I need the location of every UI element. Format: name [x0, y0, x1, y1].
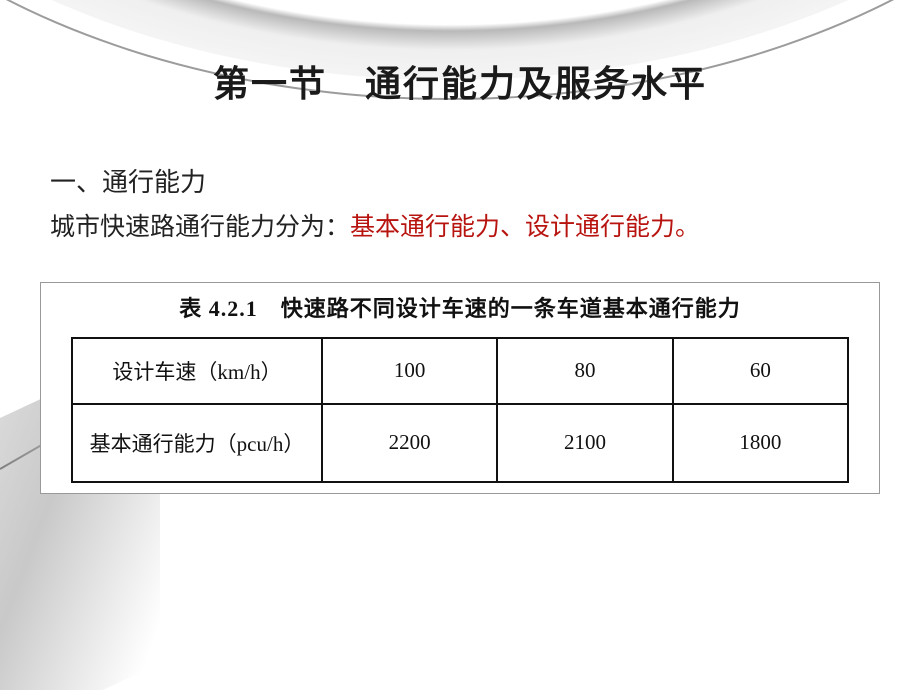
table-row: 设计车速（km/h） 100 80 60: [72, 338, 848, 404]
slide-content: 第一节 通行能力及服务水平 一、通行能力 城市快速路通行能力分为：基本通行能力、…: [0, 0, 920, 494]
cell-cap-100: 2200: [322, 404, 497, 482]
cell-cap-60: 1800: [673, 404, 848, 482]
cell-speed-60: 60: [673, 338, 848, 404]
slide-title: 第一节 通行能力及服务水平: [40, 55, 880, 107]
cell-header-speed: 设计车速（km/h）: [72, 338, 322, 404]
table-row: 基本通行能力（pcu/h） 2200 2100 1800: [72, 404, 848, 482]
table-caption: 表 4.2.1 快速路不同设计车速的一条车道基本通行能力: [71, 291, 849, 323]
para-highlight: 基本通行能力、设计通行能力。: [350, 213, 700, 241]
para-text: 城市快速路通行能力分为：: [50, 213, 350, 241]
cell-header-capacity: 基本通行能力（pcu/h）: [72, 404, 322, 482]
cell-speed-100: 100: [322, 338, 497, 404]
cell-speed-80: 80: [497, 338, 672, 404]
cell-cap-80: 2100: [497, 404, 672, 482]
section-heading: 一、通行能力: [50, 162, 880, 199]
paragraph: 城市快速路通行能力分为：基本通行能力、设计通行能力。: [50, 209, 880, 247]
table-container: 表 4.2.1 快速路不同设计车速的一条车道基本通行能力 设计车速（km/h） …: [40, 282, 880, 494]
capacity-table: 设计车速（km/h） 100 80 60 基本通行能力（pcu/h） 2200 …: [71, 337, 849, 483]
